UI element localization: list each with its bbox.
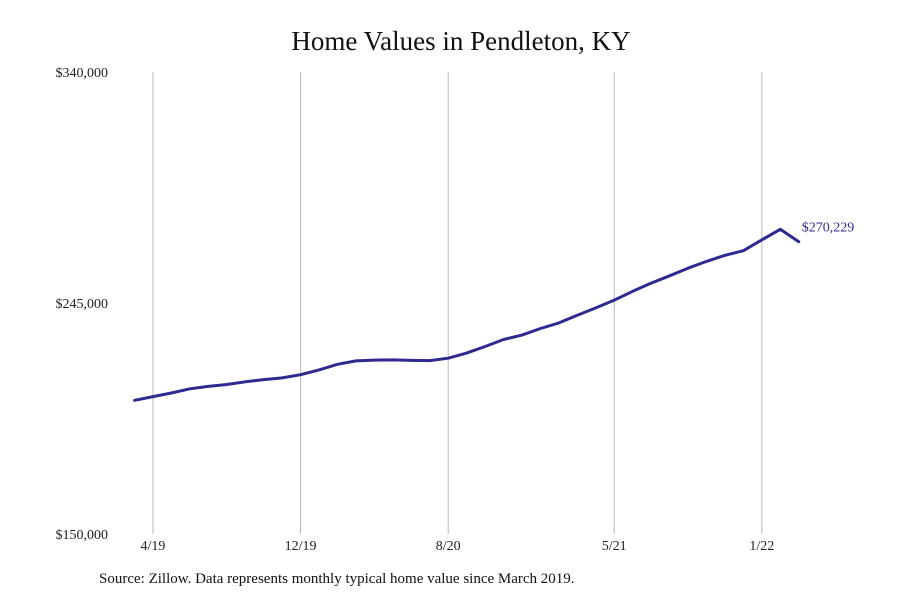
- x-tick-label: 5/21: [602, 539, 627, 554]
- chart-title: Home Values in Pendleton, KY: [291, 26, 631, 56]
- y-tick-label: $245,000: [56, 297, 109, 312]
- y-tick-label: $150,000: [56, 528, 109, 543]
- y-tick-label: $340,000: [56, 66, 109, 81]
- y-axis-ticks: $150,000 $245,000 $340,000: [56, 66, 109, 543]
- annotation-layer: $270,229: [802, 220, 855, 235]
- x-axis-ticks: 4/19 12/19 8/20 5/21 1/22: [141, 539, 775, 554]
- x-tick-label: 1/22: [749, 539, 774, 554]
- x-tick-label: 8/20: [436, 539, 461, 554]
- source-note: Source: Zillow. Data represents monthly …: [99, 571, 575, 587]
- series-layer: [133, 227, 801, 402]
- end-value-label: $270,229: [802, 220, 855, 235]
- x-tick-label: 12/19: [285, 539, 317, 554]
- x-tick-label: 4/19: [141, 539, 166, 554]
- series-line: [133, 227, 801, 402]
- grid-lines: [152, 72, 763, 534]
